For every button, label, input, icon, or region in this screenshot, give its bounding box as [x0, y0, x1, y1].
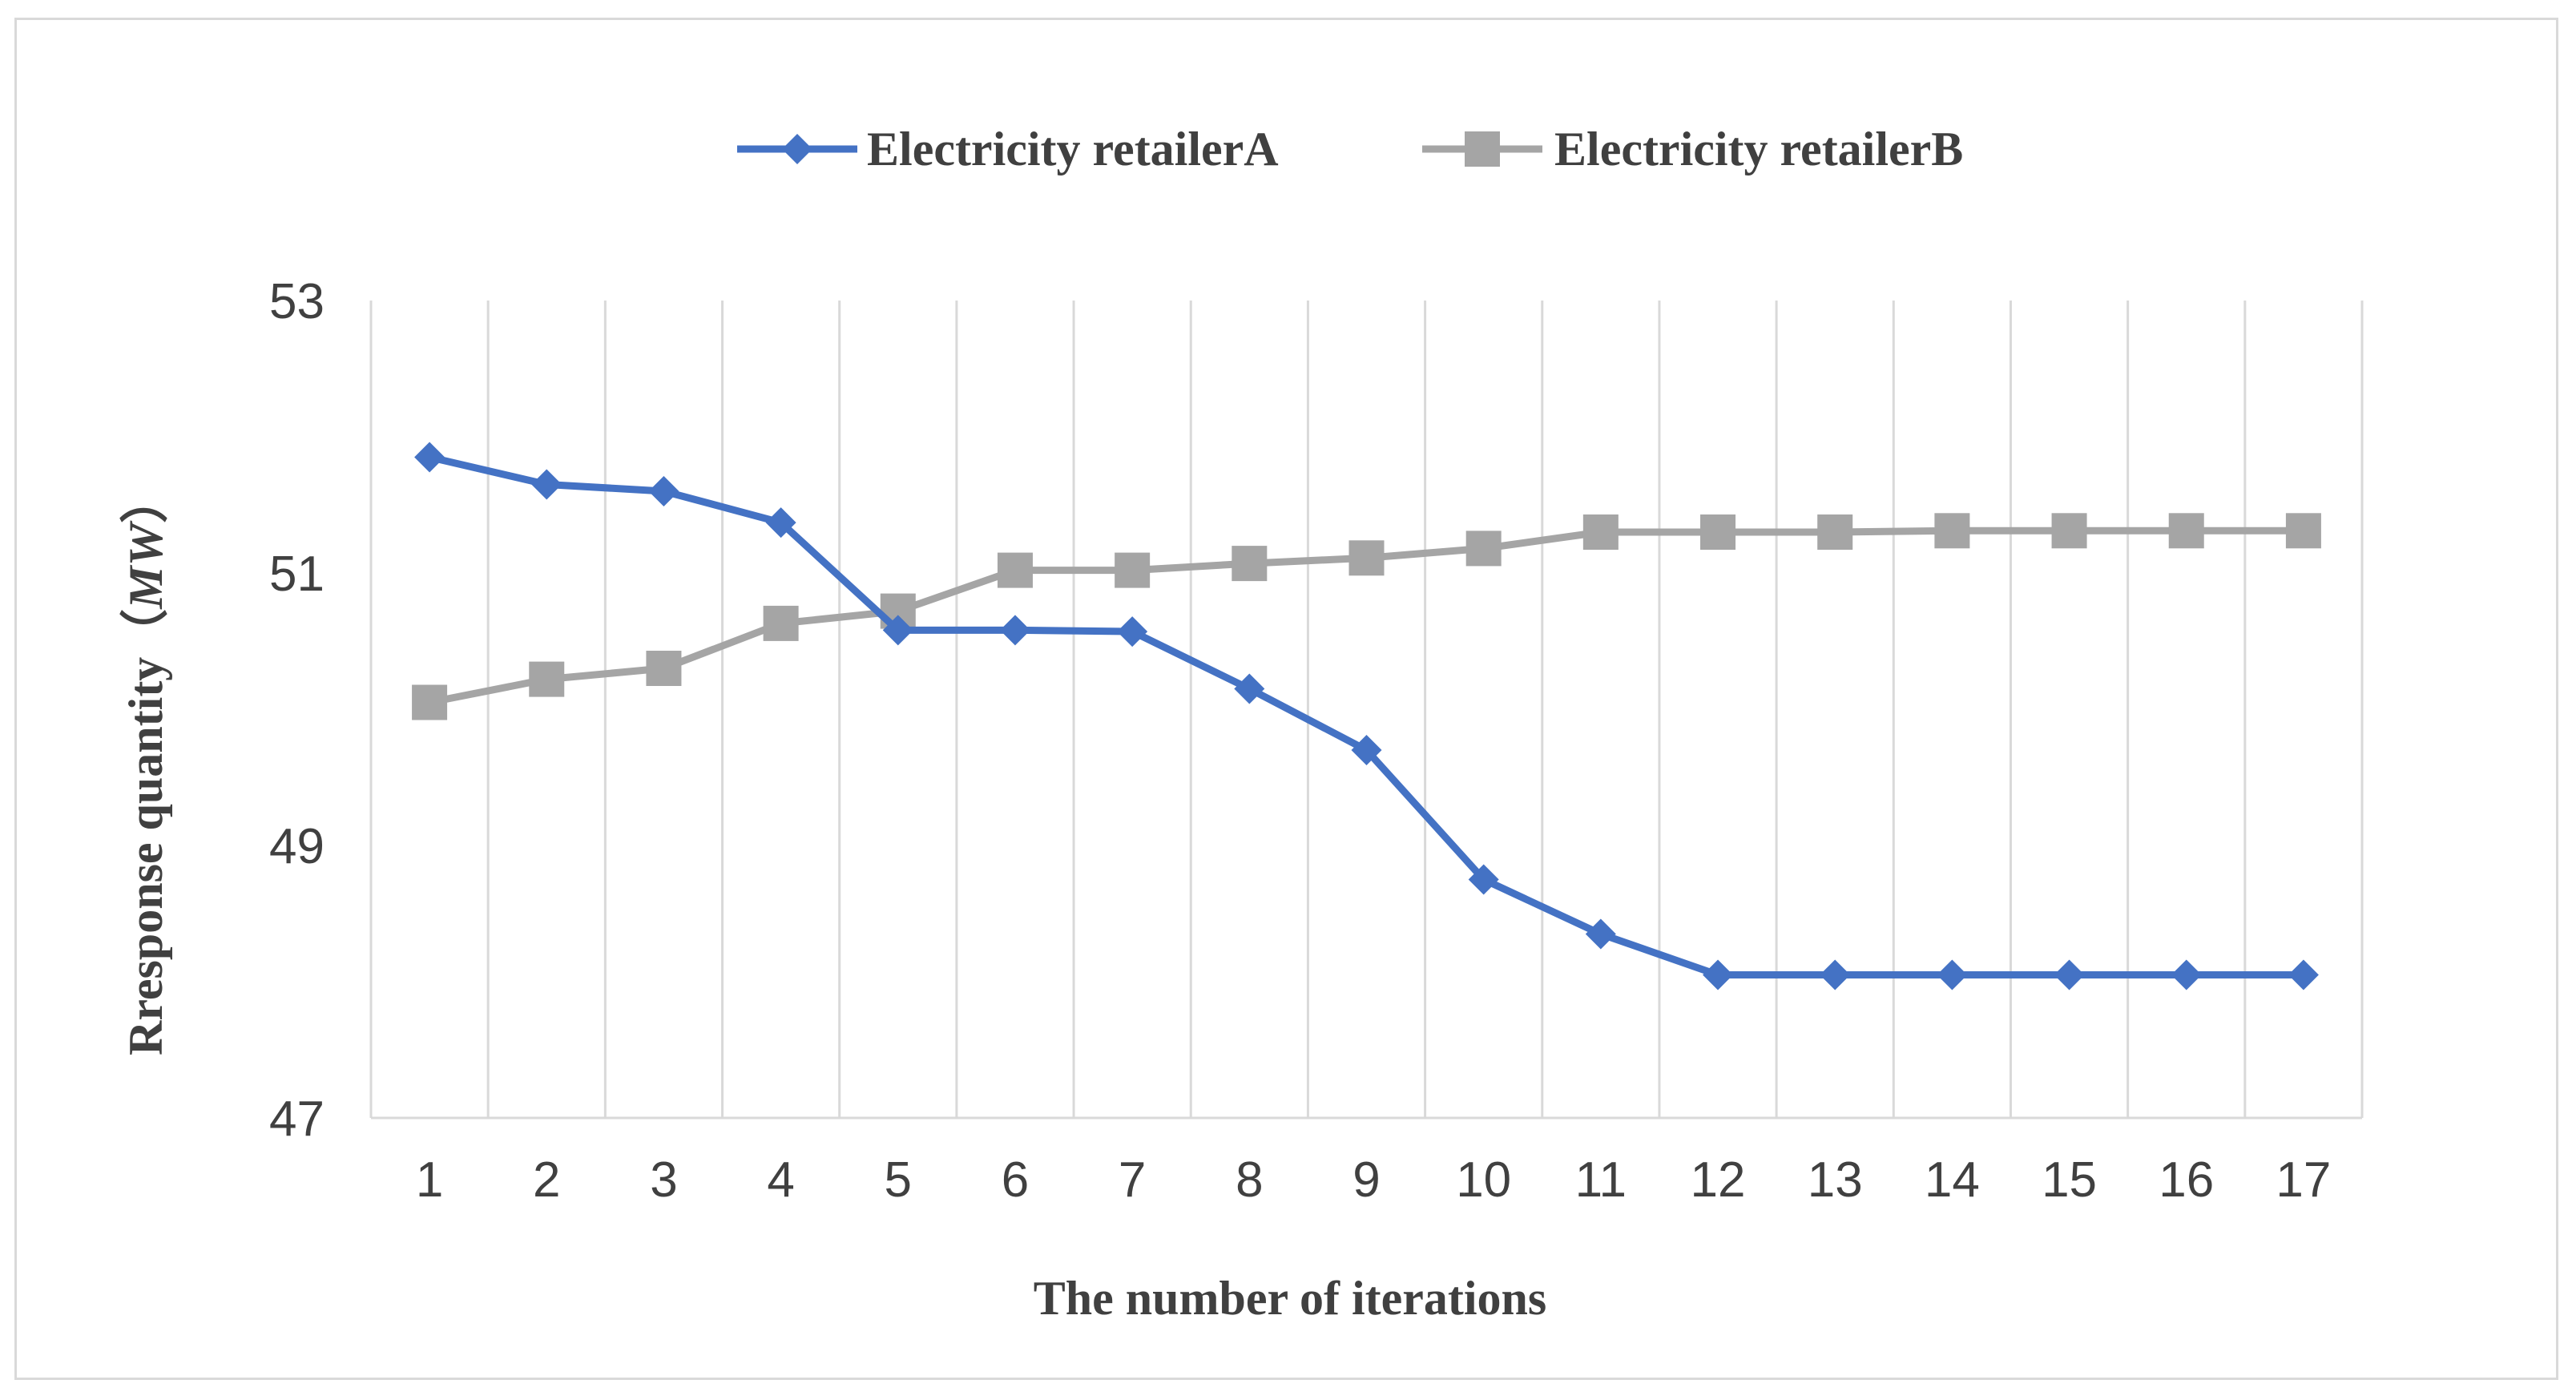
x-tick-label: 8 [1236, 1152, 1263, 1208]
x-tick-label: 1 [416, 1152, 443, 1208]
data-point-a [2054, 959, 2085, 990]
data-point-b [646, 651, 682, 686]
series-a [414, 442, 2319, 990]
y-axis-title-unit: MW [119, 520, 172, 609]
x-tick-label: 9 [1353, 1152, 1380, 1208]
x-tick-label: 13 [1808, 1152, 1863, 1208]
data-point-b [1934, 513, 1970, 549]
data-point-a [1468, 864, 1499, 895]
x-tick-label: 16 [2159, 1152, 2214, 1208]
data-point-a [882, 615, 913, 646]
data-point-a [1234, 673, 1265, 704]
data-point-a [531, 469, 562, 500]
x-tick-label: 17 [2276, 1152, 2331, 1208]
y-axis-title: Rresponse quantity（MW） [119, 475, 172, 1055]
legend-item-b: Electricity retailerB [1422, 123, 1963, 176]
data-point-b [763, 605, 799, 641]
series-b [412, 513, 2321, 720]
data-point-b [529, 661, 565, 697]
y-axis-title-close: ） [119, 475, 172, 523]
data-point-b [2168, 513, 2204, 549]
data-point-a [999, 615, 1030, 646]
x-tick-label: 11 [1575, 1152, 1627, 1208]
x-tick-label: 14 [1925, 1152, 1980, 1208]
series-line-a [429, 454, 2304, 978]
x-tick-label: 4 [767, 1152, 794, 1208]
legend-item-a: Electricity retailerA [737, 123, 1279, 176]
data-point-a [1117, 616, 1148, 648]
data-point-a [765, 507, 796, 539]
data-point-b [1115, 552, 1151, 588]
x-tick-label: 12 [1691, 1152, 1746, 1208]
y-tick-label: 53 [269, 274, 325, 329]
data-point-a [414, 442, 445, 473]
x-axis-title: The number of iterations [1034, 1272, 1547, 1325]
x-tick-label: 3 [650, 1152, 677, 1208]
data-point-a [2288, 959, 2319, 990]
data-point-a [1585, 918, 1616, 950]
data-point-b [412, 684, 448, 720]
data-point-b [1465, 531, 1502, 567]
x-tick-label: 6 [1002, 1152, 1029, 1208]
data-point-a [2171, 959, 2202, 990]
grid-layer [369, 301, 2364, 1118]
legend-marker-square [1465, 131, 1500, 167]
data-point-b [1232, 546, 1268, 582]
y-tick-label: 47 [269, 1091, 325, 1147]
x-tick-label: 15 [2042, 1152, 2097, 1208]
series-layer [412, 442, 2321, 990]
x-tick-label: 10 [1456, 1152, 1511, 1208]
data-point-a [1937, 959, 1968, 990]
x-tick-label: 7 [1119, 1152, 1146, 1208]
legend-label-a: Electricity retailerA [867, 123, 1279, 176]
y-axis-title-main: Rresponse quantity（ [119, 609, 172, 1055]
y-tick-label: 49 [269, 819, 325, 874]
x-tick-label: 5 [885, 1152, 912, 1208]
data-point-b [1817, 514, 1853, 550]
x-tick-label: 2 [533, 1152, 560, 1208]
data-point-a [648, 476, 679, 506]
legend: Electricity retailerA Electricity retaile… [737, 123, 1963, 176]
legend-label-b: Electricity retailerB [1554, 123, 1963, 176]
legend-marker-diamond [782, 134, 812, 164]
data-point-b [1700, 514, 1736, 550]
data-point-b [1348, 540, 1385, 576]
data-point-b [1582, 514, 1619, 550]
data-point-b [997, 552, 1033, 588]
data-point-b [2285, 513, 2321, 549]
y-tick-label: 51 [269, 547, 325, 602]
data-point-b [2051, 513, 2087, 549]
data-point-a [1703, 959, 1734, 990]
data-point-a [1820, 959, 1851, 990]
data-point-a [1351, 735, 1382, 765]
